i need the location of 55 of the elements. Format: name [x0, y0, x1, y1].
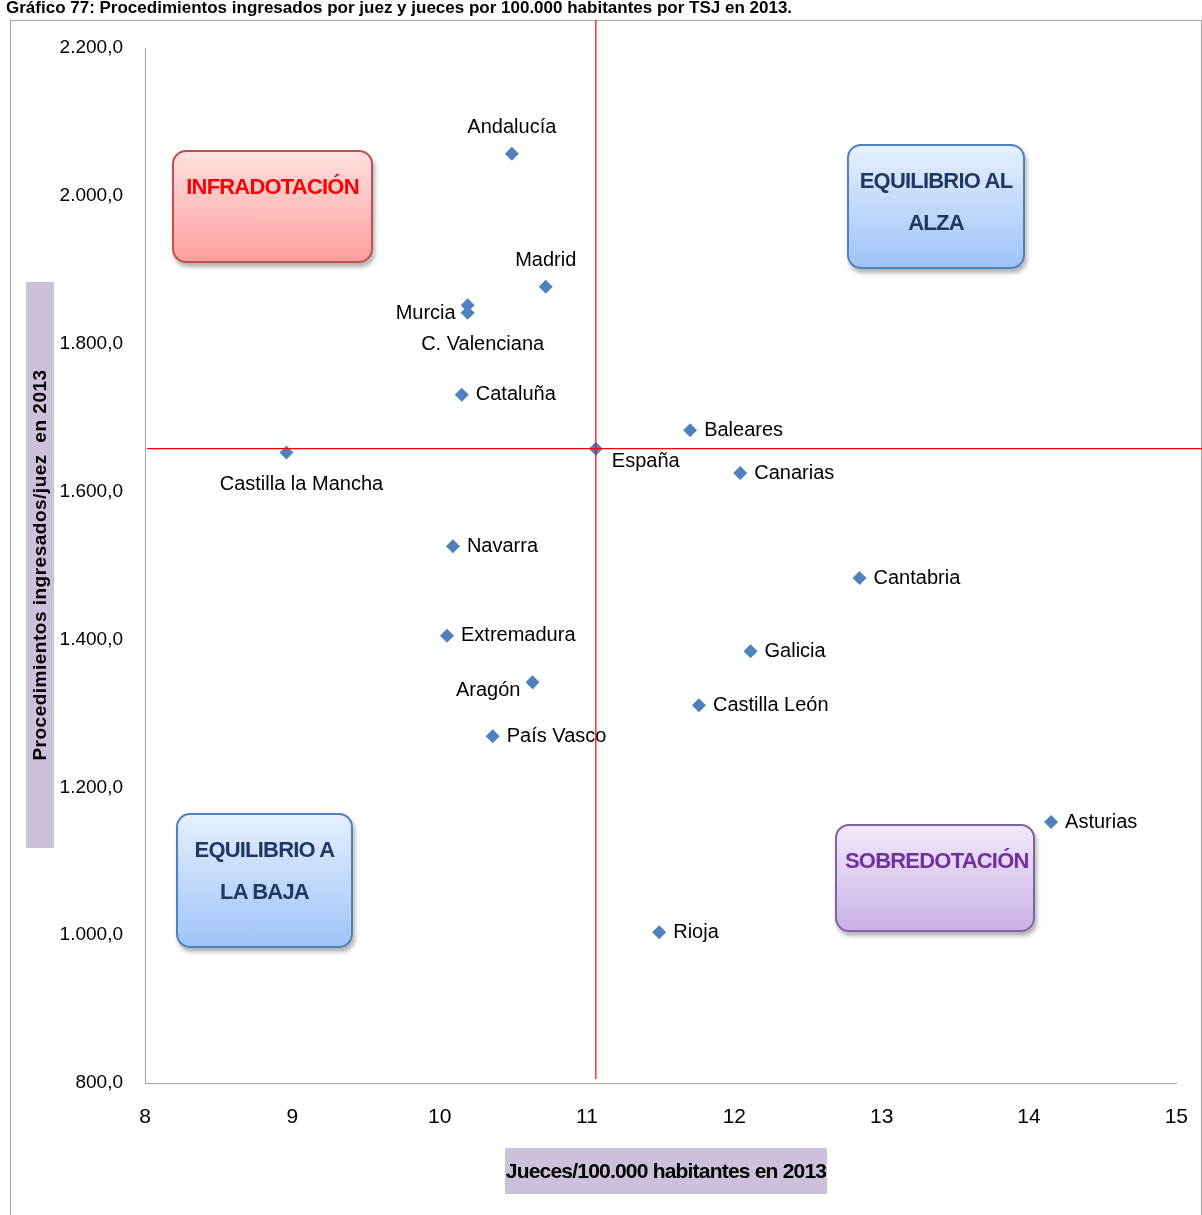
series-label: Cantabria — [873, 565, 962, 588]
callout-box: EQUILIBRIO A LA BAJA — [176, 813, 353, 948]
series-label: Madrid — [515, 248, 577, 271]
x-tick-label: 9 — [286, 1104, 299, 1128]
point — [454, 387, 469, 402]
y-tick-label: 1.800,0 — [59, 331, 123, 353]
point — [733, 466, 748, 481]
x-tick-label: 8 — [139, 1104, 151, 1128]
chart-title: Gráfico 77: Procedimientos ingresados por juez y jueces por 100.000 habitantes por TSJ en 2013. — [6, 0, 793, 18]
x-axis-title: Jueces/100.000 habitantes en 2013 — [505, 1148, 827, 1194]
point — [445, 539, 460, 554]
y-tick-label: 2.000,0 — [59, 184, 123, 206]
series-label: Cataluña — [475, 382, 557, 405]
point — [485, 729, 500, 744]
series-label: Extremadura — [461, 623, 577, 646]
point — [683, 423, 698, 438]
series-label: Rioja — [673, 919, 720, 942]
x-tick-label: 12 — [722, 1104, 747, 1128]
point — [525, 675, 540, 690]
x-tick-label: 15 — [1164, 1104, 1188, 1128]
x-tick-label: 14 — [1017, 1104, 1041, 1128]
callout-box: SOBREDOTACIÓN — [835, 824, 1035, 932]
series-label: Galicia — [764, 638, 827, 661]
x-tick-label: 10 — [427, 1104, 452, 1128]
series-label: Murcia — [395, 300, 457, 323]
point — [743, 644, 758, 659]
series-label: Aragón — [455, 677, 521, 700]
callout-box: EQUILIBRIO AL ALZA — [847, 144, 1025, 269]
series-label: Canarias — [754, 460, 835, 483]
point — [691, 698, 706, 713]
y-tick-label: 2.200,0 — [59, 36, 123, 58]
y-tick-label: 800,0 — [75, 1071, 123, 1093]
series-label: Navarra — [466, 533, 539, 556]
series-label: Baleares — [704, 417, 784, 440]
series-label: Castilla la Mancha — [219, 471, 385, 494]
series-label: C. Valenciana — [421, 332, 546, 355]
y-axis-title: Procedimientos ingresados/juez en 2013 — [26, 282, 54, 848]
point — [852, 571, 867, 586]
point — [1044, 815, 1059, 830]
point — [538, 279, 553, 294]
y-tick-label: 1.600,0 — [59, 479, 123, 501]
point — [652, 925, 667, 940]
callout-box: INFRADOTACIÓN — [172, 150, 373, 263]
y-tick-label: 1.000,0 — [59, 923, 123, 945]
point — [440, 628, 455, 643]
y-tick-label: 1.400,0 — [59, 627, 123, 649]
series-label: Asturias — [1065, 809, 1138, 832]
series-label: Castilla León — [712, 692, 829, 715]
series-label: Andalucía — [467, 115, 558, 138]
x-tick-label: 11 — [576, 1104, 598, 1128]
series-label: España — [611, 449, 681, 472]
point — [504, 146, 519, 161]
point — [279, 445, 294, 460]
y-tick-label: 1.200,0 — [59, 775, 123, 797]
x-tick-label: 13 — [869, 1104, 894, 1128]
